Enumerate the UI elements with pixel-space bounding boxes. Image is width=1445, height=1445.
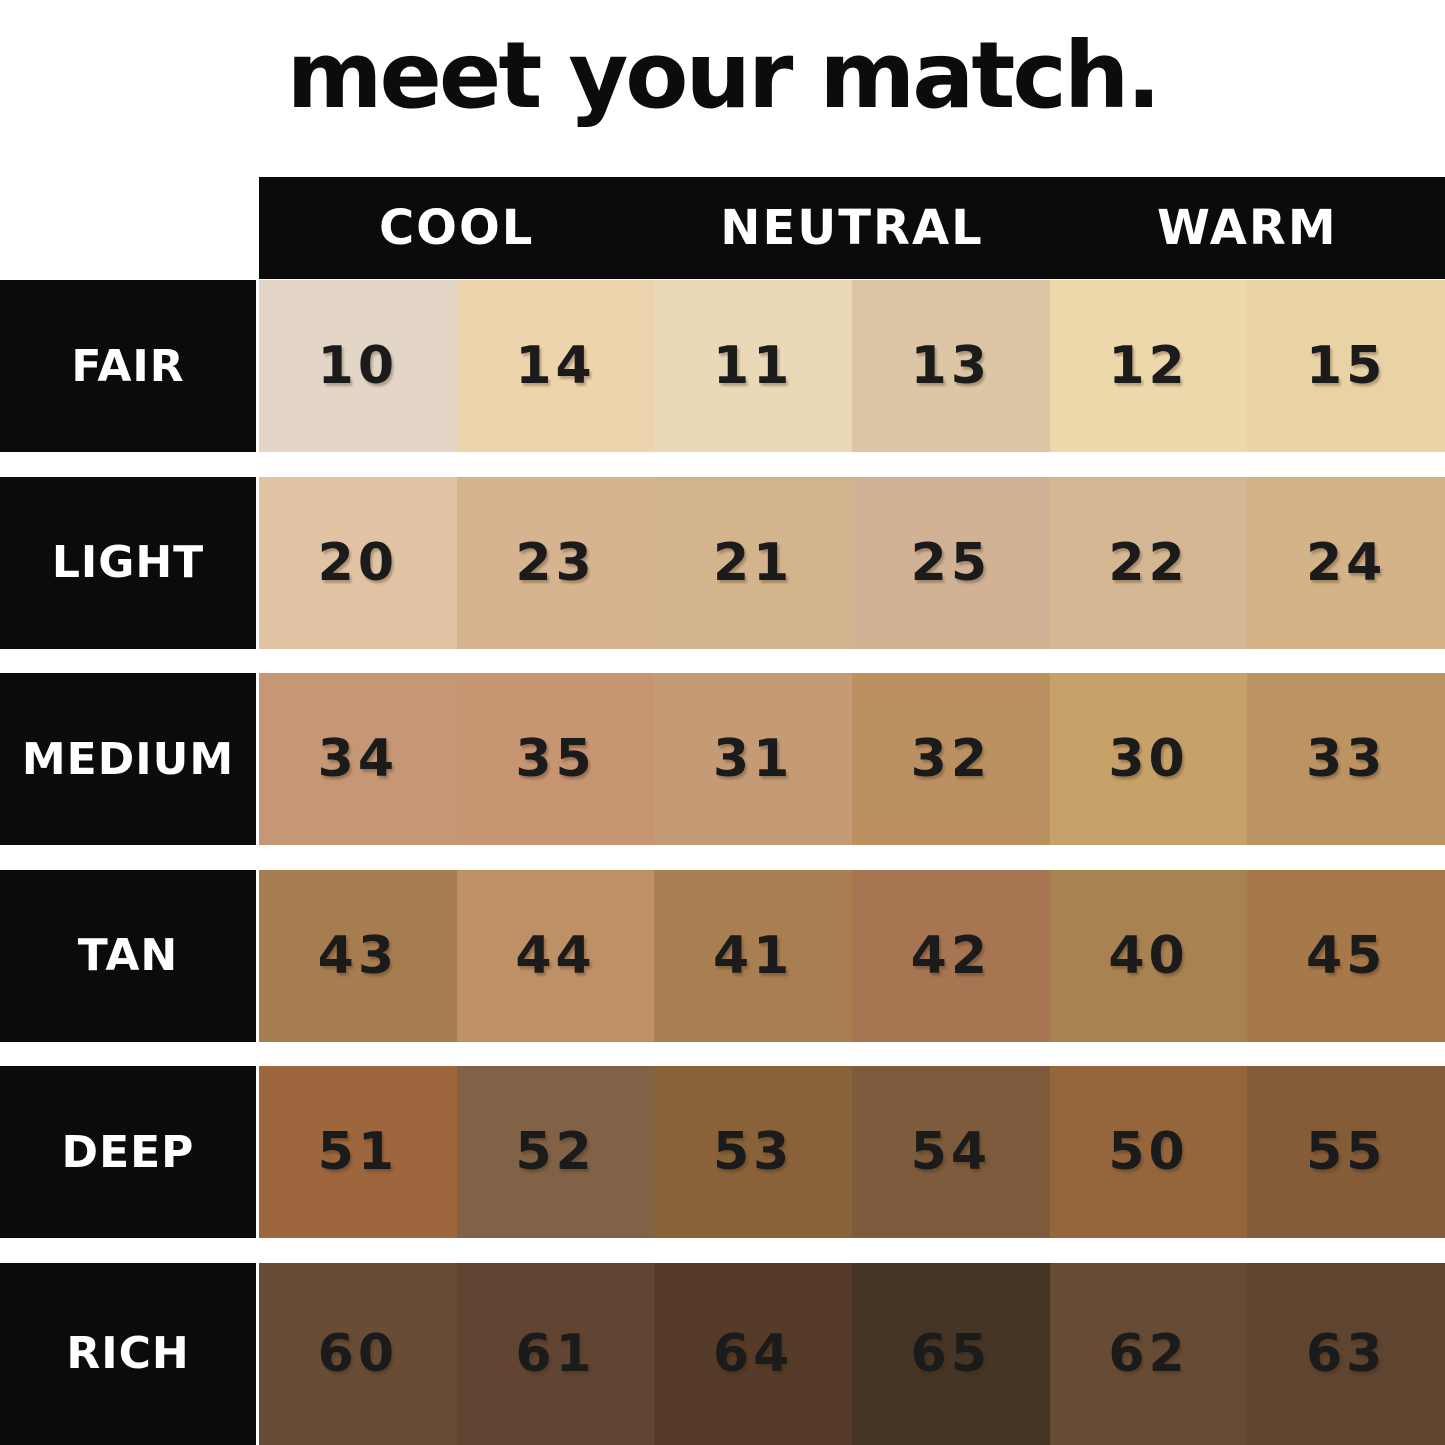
- shade-row-tan: TAN 43 44 41 42 40 45: [0, 869, 1445, 1042]
- shade-swatch-45: 45: [1247, 869, 1445, 1042]
- shade-number: 40: [1108, 925, 1189, 986]
- shade-grid: FAIR 10 14 11 13 12 15 LIGHT 20 23 21 25 22 24 MEDIUM 3…: [0, 280, 1445, 1445]
- undertone-header-bar: COOL NEUTRAL WARM: [259, 177, 1445, 279]
- shade-number: 50: [1108, 1122, 1189, 1183]
- shade-swatch-31: 31: [654, 673, 853, 846]
- shade-swatch-25: 25: [852, 476, 1050, 649]
- shade-swatch-20: 20: [259, 476, 457, 649]
- row-label-fair: FAIR: [0, 280, 259, 452]
- shade-number: 12: [1108, 336, 1189, 396]
- shade-swatch-15: 15: [1247, 280, 1445, 452]
- shade-number: 14: [515, 336, 596, 396]
- shade-swatch-10: 10: [259, 280, 457, 452]
- row-label-rich: RICH: [0, 1262, 259, 1445]
- shade-swatch-44: 44: [456, 869, 655, 1042]
- shade-number: 20: [317, 532, 399, 593]
- shade-number: 25: [910, 532, 992, 593]
- shade-number: 53: [712, 1122, 794, 1183]
- shade-number: 13: [910, 336, 992, 396]
- shade-number: 22: [1108, 532, 1189, 593]
- shade-swatch-23: 23: [456, 476, 655, 649]
- shade-swatch-30: 30: [1049, 673, 1248, 846]
- shade-swatch-35: 35: [456, 673, 655, 846]
- shade-swatch-32: 32: [852, 673, 1050, 846]
- shade-number: 41: [712, 925, 794, 986]
- shade-swatch-62: 62: [1049, 1262, 1248, 1445]
- shade-number: 65: [910, 1323, 992, 1384]
- shade-swatch-24: 24: [1247, 476, 1445, 649]
- shade-swatch-34: 34: [259, 673, 457, 846]
- shade-number: 63: [1306, 1323, 1387, 1384]
- shade-number: 35: [515, 729, 596, 790]
- shade-number: 62: [1108, 1323, 1189, 1384]
- shade-number: 52: [515, 1122, 596, 1183]
- shade-number: 43: [317, 925, 399, 986]
- undertone-header-cool: COOL: [378, 200, 535, 256]
- shade-swatch-22: 22: [1049, 476, 1248, 649]
- shade-number: 32: [910, 729, 992, 790]
- shade-swatch-50: 50: [1049, 1066, 1248, 1239]
- shade-number: 21: [712, 532, 794, 593]
- shade-number: 45: [1306, 925, 1387, 986]
- shade-swatch-41: 41: [654, 869, 853, 1042]
- shade-number: 64: [712, 1323, 794, 1384]
- shade-row-light: LIGHT 20 23 21 25 22 24: [0, 476, 1445, 649]
- shade-row-deep: DEEP 51 52 53 54 50 55: [0, 1066, 1445, 1239]
- shade-swatch-54: 54: [852, 1066, 1050, 1239]
- row-label-deep: DEEP: [0, 1066, 259, 1239]
- shade-swatch-14: 14: [456, 280, 655, 452]
- row-label-medium: MEDIUM: [0, 673, 259, 846]
- shade-number: 51: [317, 1122, 399, 1183]
- row-label-tan: TAN: [0, 869, 259, 1042]
- shade-number: 23: [515, 532, 596, 593]
- shade-number: 15: [1306, 336, 1387, 396]
- shade-swatch-42: 42: [852, 869, 1050, 1042]
- shade-swatch-55: 55: [1247, 1066, 1445, 1239]
- shade-row-medium: MEDIUM 34 35 31 32 30 33: [0, 673, 1445, 846]
- shade-number: 42: [910, 925, 992, 986]
- shade-number: 54: [910, 1122, 992, 1183]
- shade-number: 44: [515, 925, 596, 986]
- shade-swatch-12: 12: [1049, 280, 1248, 452]
- shade-swatch-61: 61: [456, 1262, 655, 1445]
- shade-row-rich: RICH 60 61 64 65 62 63: [0, 1262, 1445, 1445]
- shade-number: 24: [1306, 532, 1387, 593]
- shade-swatch-52: 52: [456, 1066, 655, 1239]
- shade-swatch-13: 13: [852, 280, 1050, 452]
- shade-swatch-40: 40: [1049, 869, 1248, 1042]
- shade-row-fair: FAIR 10 14 11 13 12 15: [0, 280, 1445, 452]
- row-label-light: LIGHT: [0, 476, 259, 649]
- shade-swatch-64: 64: [654, 1262, 853, 1445]
- shade-swatch-51: 51: [259, 1066, 457, 1239]
- shade-number: 61: [515, 1323, 596, 1384]
- shade-number: 55: [1306, 1122, 1387, 1183]
- shade-swatch-11: 11: [654, 280, 853, 452]
- shade-number: 31: [712, 729, 794, 790]
- page-title: meet your match.: [286, 22, 1162, 129]
- shade-number: 34: [317, 729, 399, 790]
- undertone-header-warm: WARM: [1156, 200, 1338, 256]
- shade-number: 10: [317, 336, 399, 396]
- shade-swatch-33: 33: [1247, 673, 1445, 846]
- shade-number: 11: [712, 336, 794, 396]
- shade-number: 60: [317, 1323, 399, 1384]
- shade-swatch-63: 63: [1247, 1262, 1445, 1445]
- shade-swatch-43: 43: [259, 869, 457, 1042]
- shade-swatch-53: 53: [654, 1066, 853, 1239]
- shade-swatch-60: 60: [259, 1262, 457, 1445]
- shade-number: 33: [1306, 729, 1387, 790]
- shade-number: 30: [1108, 729, 1189, 790]
- shade-swatch-65: 65: [852, 1262, 1050, 1445]
- undertone-header-neutral: NEUTRAL: [720, 200, 984, 256]
- shade-swatch-21: 21: [654, 476, 853, 649]
